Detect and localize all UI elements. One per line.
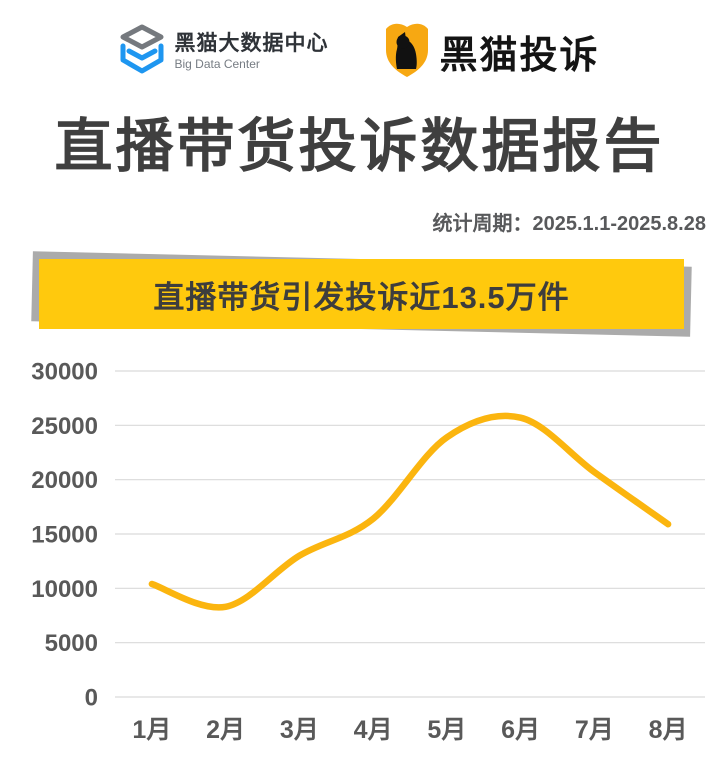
heimao-logo: 黑猫投诉 — [384, 20, 599, 83]
bigdata-logo-cn: 黑猫大数据中心 — [174, 31, 329, 55]
x-axis-label: 5月 — [427, 716, 466, 744]
x-axis-label: 3月 — [280, 716, 319, 744]
chart-area: 0 5000 10000 15000 20000 25000 30000 1月 2月 3月 4月 5月… — [0, 340, 719, 759]
bigdata-logo-en: Big Data Center — [174, 56, 260, 71]
header: 黑猫大数据中心 Big Data Center 黑猫投诉 — [0, 20, 719, 83]
x-axis-label: 4月 — [354, 716, 393, 744]
y-axis-label: 25000 — [31, 413, 98, 440]
headline-banner: 直播带货引发投诉近13.5万件 — [39, 259, 684, 329]
layered-stack-icon — [119, 24, 165, 79]
bigdata-logo-text: 黑猫大数据中心 Big Data Center — [174, 32, 328, 72]
headline-banner-wrap: 直播带货引发投诉近13.5万件 — [0, 251, 719, 337]
y-axis-label: 10000 — [31, 576, 98, 603]
x-axis-label: 1月 — [132, 716, 171, 744]
y-axis-label: 20000 — [31, 467, 98, 494]
x-axis-label: 6月 — [501, 716, 540, 744]
x-axis-label: 7月 — [575, 716, 614, 744]
stats-period: 统计周期：2025.1.1-2025.8.28 — [432, 213, 707, 235]
heimao-logo-name: 黑猫投诉 — [439, 35, 600, 77]
complaints-line-chart: 0 5000 10000 15000 20000 25000 30000 1月 2月 3月 4月 5月… — [31, 359, 705, 744]
x-axis-label: 8月 — [649, 716, 688, 744]
y-axis-label: 0 — [85, 685, 98, 712]
bigdata-logo: 黑猫大数据中心 Big Data Center — [119, 24, 328, 79]
y-axis-label: 30000 — [31, 359, 98, 386]
headline-text: 直播带货引发投诉近13.5万件 — [153, 279, 570, 315]
x-axis-label: 2月 — [206, 716, 245, 744]
trend-line — [148, 412, 672, 611]
page-title: 直播带货投诉数据报告 — [54, 114, 665, 179]
y-axis-label: 15000 — [31, 522, 98, 549]
shield-cat-icon — [384, 20, 430, 83]
y-axis-label: 5000 — [45, 630, 98, 657]
